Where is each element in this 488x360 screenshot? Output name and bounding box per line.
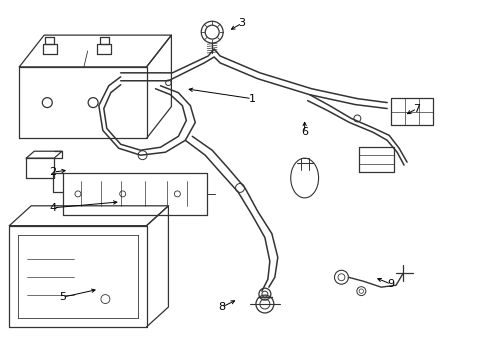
Text: 8: 8 [218,302,225,312]
Text: 9: 9 [387,279,394,289]
Text: 6: 6 [301,127,307,138]
Text: 1: 1 [248,94,255,104]
Text: 5: 5 [60,292,66,302]
Text: 4: 4 [49,203,57,213]
Text: 3: 3 [238,18,245,28]
Text: 2: 2 [49,167,57,177]
Text: 7: 7 [413,104,420,113]
